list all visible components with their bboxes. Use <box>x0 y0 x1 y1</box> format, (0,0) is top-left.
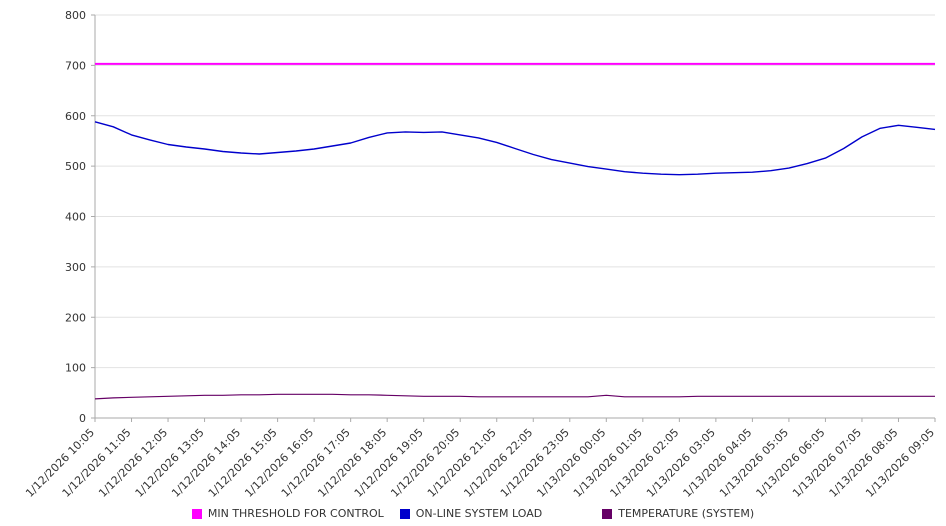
x-axis-tick-label: 1/12/2026 23:05 <box>498 426 572 500</box>
y-axis-tick-label: 0 <box>79 412 86 425</box>
x-axis-tick-label: 1/13/2026 04:05 <box>681 426 755 500</box>
x-axis-tick-label: 1/12/2026 19:05 <box>352 426 426 500</box>
legend-label-temperature: TEMPERATURE (SYSTEM) <box>618 507 755 520</box>
x-axis-tick-label: 1/13/2026 01:05 <box>571 426 645 500</box>
series-line-2 <box>94 393 935 400</box>
legend-item-temperature[interactable]: TEMPERATURE (SYSTEM) <box>602 507 754 520</box>
x-axis-tick-label: 1/12/2026 14:05 <box>169 426 243 500</box>
x-axis-tick-label: 1/12/2026 20:05 <box>388 426 462 500</box>
x-axis-tick-label: 1/12/2026 22:05 <box>461 426 535 500</box>
series-line-1 <box>94 121 936 176</box>
legend-item-min-threshold[interactable]: MIN THRESHOLD FOR CONTROL <box>191 507 384 520</box>
x-axis-tick-label: 1/13/2026 02:05 <box>607 426 681 500</box>
legend-label-system-load: ON-LINE SYSTEM LOAD <box>415 507 543 520</box>
y-axis-tick-label: 100 <box>65 362 86 375</box>
x-axis-tick-label: 1/12/2026 11:05 <box>60 426 134 500</box>
y-axis-tick-label: 300 <box>65 261 86 274</box>
legend-swatch-temperature-icon <box>602 508 613 519</box>
x-axis-tick-label: 1/13/2026 03:05 <box>644 426 718 500</box>
x-axis-tick-label: 1/12/2026 15:05 <box>206 426 280 500</box>
x-axis-tick-label: 1/12/2026 18:05 <box>315 426 389 500</box>
line-chart-canvas: 0 100 200 300 400 500 600 700 800 1/12/2026 10:05… <box>23 9 937 500</box>
y-axis-tick-label: 200 <box>65 311 86 324</box>
x-axis-tick-label: 1/12/2026 21:05 <box>425 426 499 500</box>
x-axis-tick-label: 1/12/2026 10:05 <box>23 426 97 500</box>
y-axis-tick-label: 800 <box>65 9 86 22</box>
chart-legend: MIN THRESHOLD FOR CONTROL ON-LINE SYSTEM… <box>0 507 946 520</box>
x-axis-tick-label: 1/13/2026 09:05 <box>863 426 937 500</box>
x-axis-tick-label: 1/12/2026 13:05 <box>133 426 207 500</box>
y-axis-tick-label: 500 <box>65 160 86 173</box>
legend-label-min-threshold: MIN THRESHOLD FOR CONTROL <box>207 507 384 520</box>
x-axis-tick-label: 1/12/2026 16:05 <box>242 426 316 500</box>
x-axis-tick-label: 1/13/2026 07:05 <box>790 426 864 500</box>
legend-item-system-load[interactable]: ON-LINE SYSTEM LOAD <box>399 507 543 520</box>
x-axis-tick-label: 1/13/2026 08:05 <box>827 426 901 500</box>
y-axis-tick-label: 700 <box>65 59 86 72</box>
x-axis-tick-label: 1/13/2026 06:05 <box>754 426 828 500</box>
x-axis-tick-label: 1/13/2026 00:05 <box>534 426 608 500</box>
x-axis-tick-label: 1/13/2026 05:05 <box>717 426 791 500</box>
y-axis-tick-label: 400 <box>65 211 86 224</box>
x-axis-tick-label: 1/12/2026 17:05 <box>279 426 353 500</box>
legend-swatch-system-load-icon <box>399 508 410 519</box>
x-axis-tick-label: 1/12/2026 12:05 <box>96 426 170 500</box>
legend-swatch-min-threshold-icon <box>191 508 202 519</box>
y-axis-tick-label: 600 <box>65 110 86 123</box>
